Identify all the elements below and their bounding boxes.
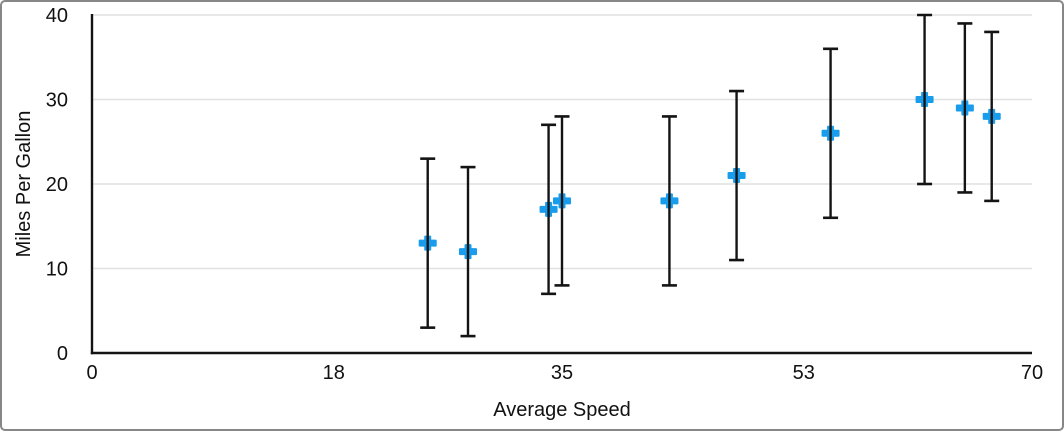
tick-labels: 0 18 35 53 70 0 10 20 30 40 — [46, 5, 1043, 384]
y-tick-label: 20 — [46, 174, 68, 196]
x-tick-label: 18 — [323, 362, 345, 384]
x-tick-label: 53 — [793, 362, 815, 384]
y-tick-label: 10 — [46, 259, 68, 281]
axes — [90, 14, 1032, 355]
y-axis-title: Miles Per Gallon — [13, 111, 35, 258]
y-tick-label: 0 — [57, 343, 68, 365]
y-tick-label: 30 — [46, 90, 68, 112]
x-axis-title: Average Speed — [493, 399, 631, 421]
x-tick-label: 0 — [86, 362, 97, 384]
y-tick-label: 40 — [46, 5, 68, 27]
x-tick-label: 70 — [1021, 362, 1043, 384]
error-bars — [420, 13, 1000, 338]
x-tick-label: 35 — [551, 362, 573, 384]
data-point-markers — [418, 92, 1001, 260]
